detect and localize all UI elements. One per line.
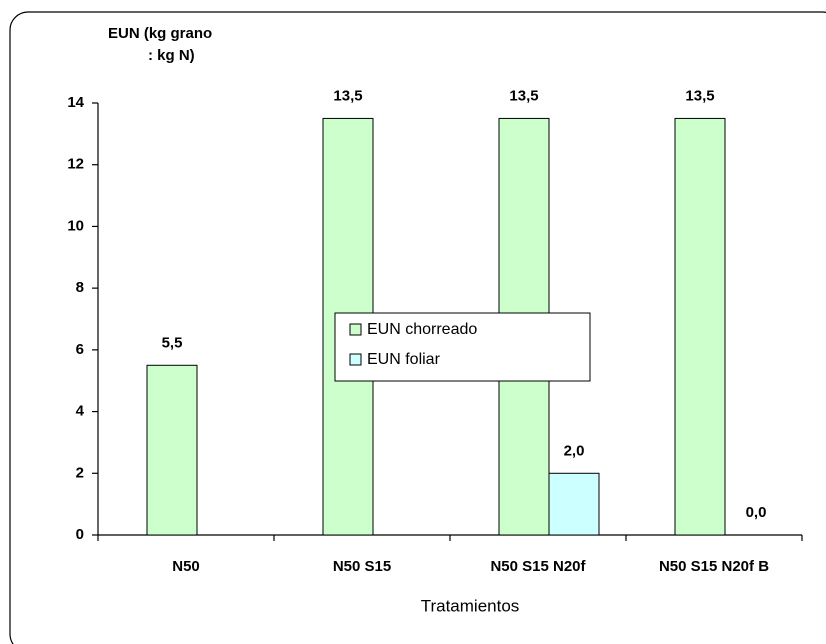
- y-axis-title: : kg N): [148, 47, 195, 64]
- value-label: 0,0: [746, 504, 767, 521]
- value-label: 13,5: [685, 87, 714, 104]
- y-tick-label: 4: [76, 403, 85, 420]
- legend-label: EUN chorreado: [367, 321, 477, 338]
- x-tick-label: N50: [172, 558, 200, 575]
- bar: [548, 472, 600, 536]
- value-label: 13,5: [333, 87, 362, 104]
- y-tick-label: 6: [76, 341, 84, 358]
- legend-swatch: [349, 323, 362, 336]
- x-tick-label: N50 S15 N20f B: [659, 558, 769, 575]
- chart-frame: [9, 11, 826, 644]
- y-tick-label: 10: [67, 217, 84, 234]
- value-label: 5,5: [162, 334, 183, 351]
- value-label: 2,0: [564, 442, 585, 459]
- x-axis-title: Tratamientos: [421, 596, 520, 615]
- legend-label: EUN foliar: [367, 351, 441, 368]
- y-tick-label: 2: [76, 464, 84, 481]
- y-tick-label: 12: [67, 156, 84, 173]
- x-tick-label: N50 S15: [333, 558, 391, 575]
- bar: [146, 364, 198, 536]
- y-axis-title: EUN (kg grano: [108, 25, 212, 42]
- bar: [674, 117, 726, 536]
- y-tick-label: 14: [67, 94, 84, 111]
- y-tick-label: 0: [76, 526, 84, 543]
- x-tick-label: N50 S15 N20f: [490, 558, 586, 575]
- legend-swatch: [349, 353, 362, 366]
- value-label: 13,5: [509, 87, 538, 104]
- legend-box: [334, 312, 591, 382]
- y-tick-label: 8: [76, 279, 84, 296]
